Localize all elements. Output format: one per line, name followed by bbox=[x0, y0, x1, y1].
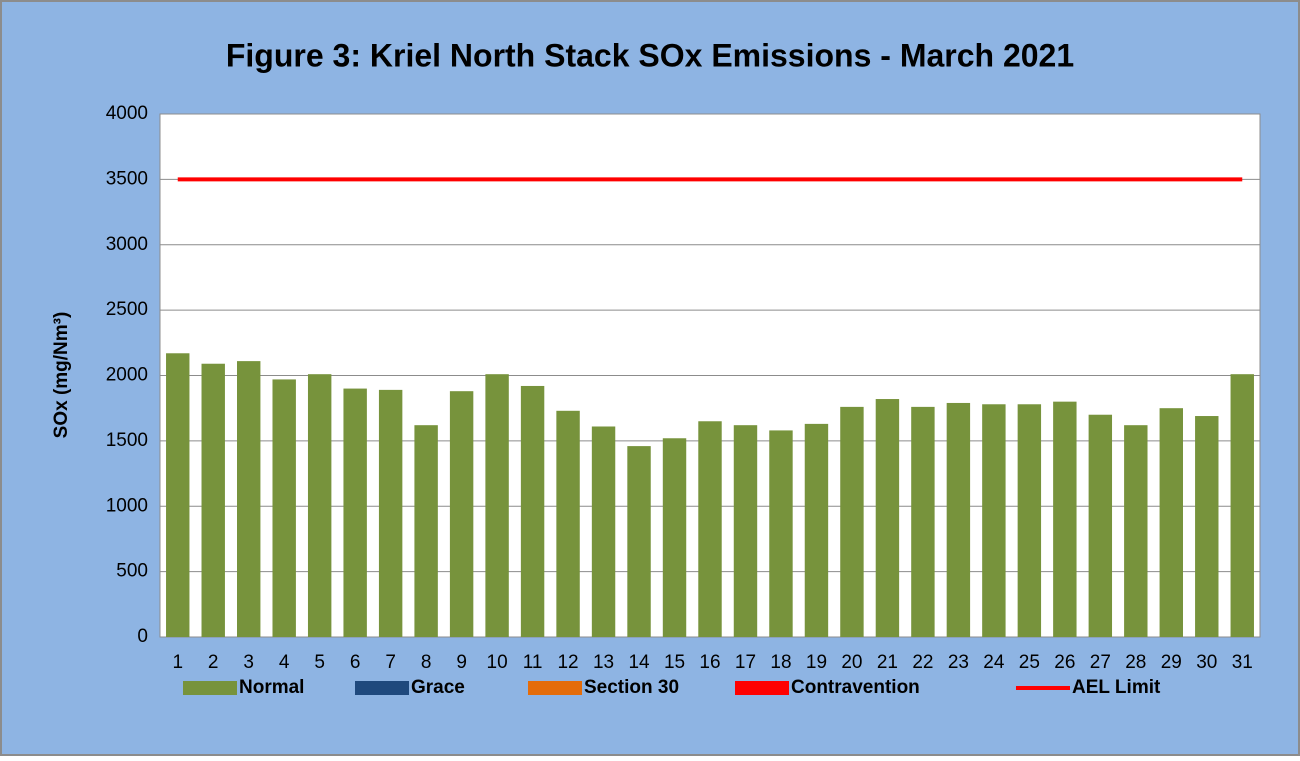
bar bbox=[1088, 414, 1113, 637]
x-tick-label: 3 bbox=[243, 652, 254, 673]
legend-swatch bbox=[183, 681, 237, 695]
bar bbox=[769, 430, 793, 637]
bar bbox=[1124, 425, 1148, 637]
bar bbox=[911, 406, 935, 637]
x-tick-label: 30 bbox=[1196, 652, 1217, 673]
x-tick-label: 16 bbox=[699, 652, 720, 673]
y-tick-label: 4000 bbox=[106, 103, 148, 124]
x-tick-label: 10 bbox=[487, 652, 508, 673]
legend-label: Grace bbox=[411, 677, 465, 698]
x-tick-label: 22 bbox=[912, 652, 933, 673]
bar bbox=[662, 438, 687, 637]
y-tick-label: 3000 bbox=[106, 234, 148, 255]
x-tick-label: 13 bbox=[593, 652, 614, 673]
bar bbox=[591, 426, 616, 637]
x-tick-label: 20 bbox=[841, 652, 862, 673]
legend-label: Section 30 bbox=[584, 677, 679, 698]
bar bbox=[946, 402, 971, 637]
y-tick-label: 500 bbox=[116, 561, 148, 582]
x-tick-label: 11 bbox=[523, 652, 543, 673]
bar bbox=[982, 404, 1006, 637]
bar bbox=[343, 388, 367, 637]
y-tick-label: 1000 bbox=[106, 495, 148, 516]
x-tick-label: 15 bbox=[664, 652, 685, 673]
x-tick-label: 27 bbox=[1090, 652, 1111, 673]
x-tick-label: 24 bbox=[983, 652, 1005, 673]
x-tick-label: 4 bbox=[279, 652, 290, 673]
y-tick-label: 3500 bbox=[106, 168, 148, 189]
x-tick-label: 21 bbox=[877, 652, 898, 673]
x-tick-label: 1 bbox=[172, 652, 183, 673]
bar bbox=[733, 425, 758, 637]
x-tick-label: 23 bbox=[948, 652, 969, 673]
bar bbox=[237, 361, 261, 637]
x-tick-label: 17 bbox=[735, 652, 756, 673]
x-tick-label: 26 bbox=[1054, 652, 1075, 673]
bar bbox=[1230, 374, 1254, 637]
bar bbox=[875, 399, 900, 637]
bar bbox=[378, 389, 403, 637]
x-tick-label: 7 bbox=[385, 652, 396, 673]
legend-label: Normal bbox=[239, 677, 304, 698]
x-tick-label: 31 bbox=[1232, 652, 1253, 673]
bar bbox=[698, 421, 722, 637]
x-tick-label: 28 bbox=[1125, 652, 1146, 673]
legend-swatch bbox=[355, 681, 409, 695]
legend-label: Contravention bbox=[791, 677, 920, 698]
bar bbox=[449, 391, 474, 637]
bar bbox=[1053, 401, 1077, 637]
bar bbox=[1195, 416, 1219, 637]
legend-label: AEL Limit bbox=[1072, 677, 1161, 698]
y-tick-label: 0 bbox=[137, 626, 148, 647]
bar bbox=[520, 385, 545, 637]
bar bbox=[556, 410, 580, 637]
x-tick-label: 19 bbox=[806, 652, 827, 673]
x-tick-label: 25 bbox=[1019, 652, 1040, 673]
bar bbox=[1159, 408, 1183, 637]
x-tick-label: 8 bbox=[421, 652, 432, 673]
x-tick-label: 9 bbox=[456, 652, 467, 673]
y-tick-label: 1500 bbox=[106, 430, 148, 451]
x-tick-label: 2 bbox=[208, 652, 219, 673]
bar bbox=[1017, 404, 1042, 637]
legend-swatch bbox=[528, 681, 582, 695]
x-tick-label: 6 bbox=[350, 652, 361, 673]
x-tick-label: 18 bbox=[770, 652, 791, 673]
x-tick-label: 14 bbox=[628, 652, 650, 673]
bar bbox=[166, 353, 190, 637]
legend-swatch bbox=[735, 681, 789, 695]
bar bbox=[272, 379, 296, 637]
y-tick-label: 2500 bbox=[106, 299, 148, 320]
bar bbox=[804, 423, 829, 637]
y-axis-label: SOx (mg/Nm³) bbox=[51, 312, 72, 439]
x-tick-label: 5 bbox=[314, 652, 325, 673]
chart-title: Figure 3: Kriel North Stack SOx Emission… bbox=[226, 37, 1074, 73]
y-tick-label: 2000 bbox=[106, 365, 148, 386]
bar bbox=[840, 406, 864, 637]
bar bbox=[307, 374, 332, 637]
x-tick-label: 12 bbox=[557, 652, 578, 673]
bar bbox=[627, 446, 651, 637]
x-tick-label: 29 bbox=[1161, 652, 1182, 673]
bar bbox=[414, 425, 438, 637]
bar bbox=[485, 374, 509, 637]
bar bbox=[201, 363, 225, 637]
